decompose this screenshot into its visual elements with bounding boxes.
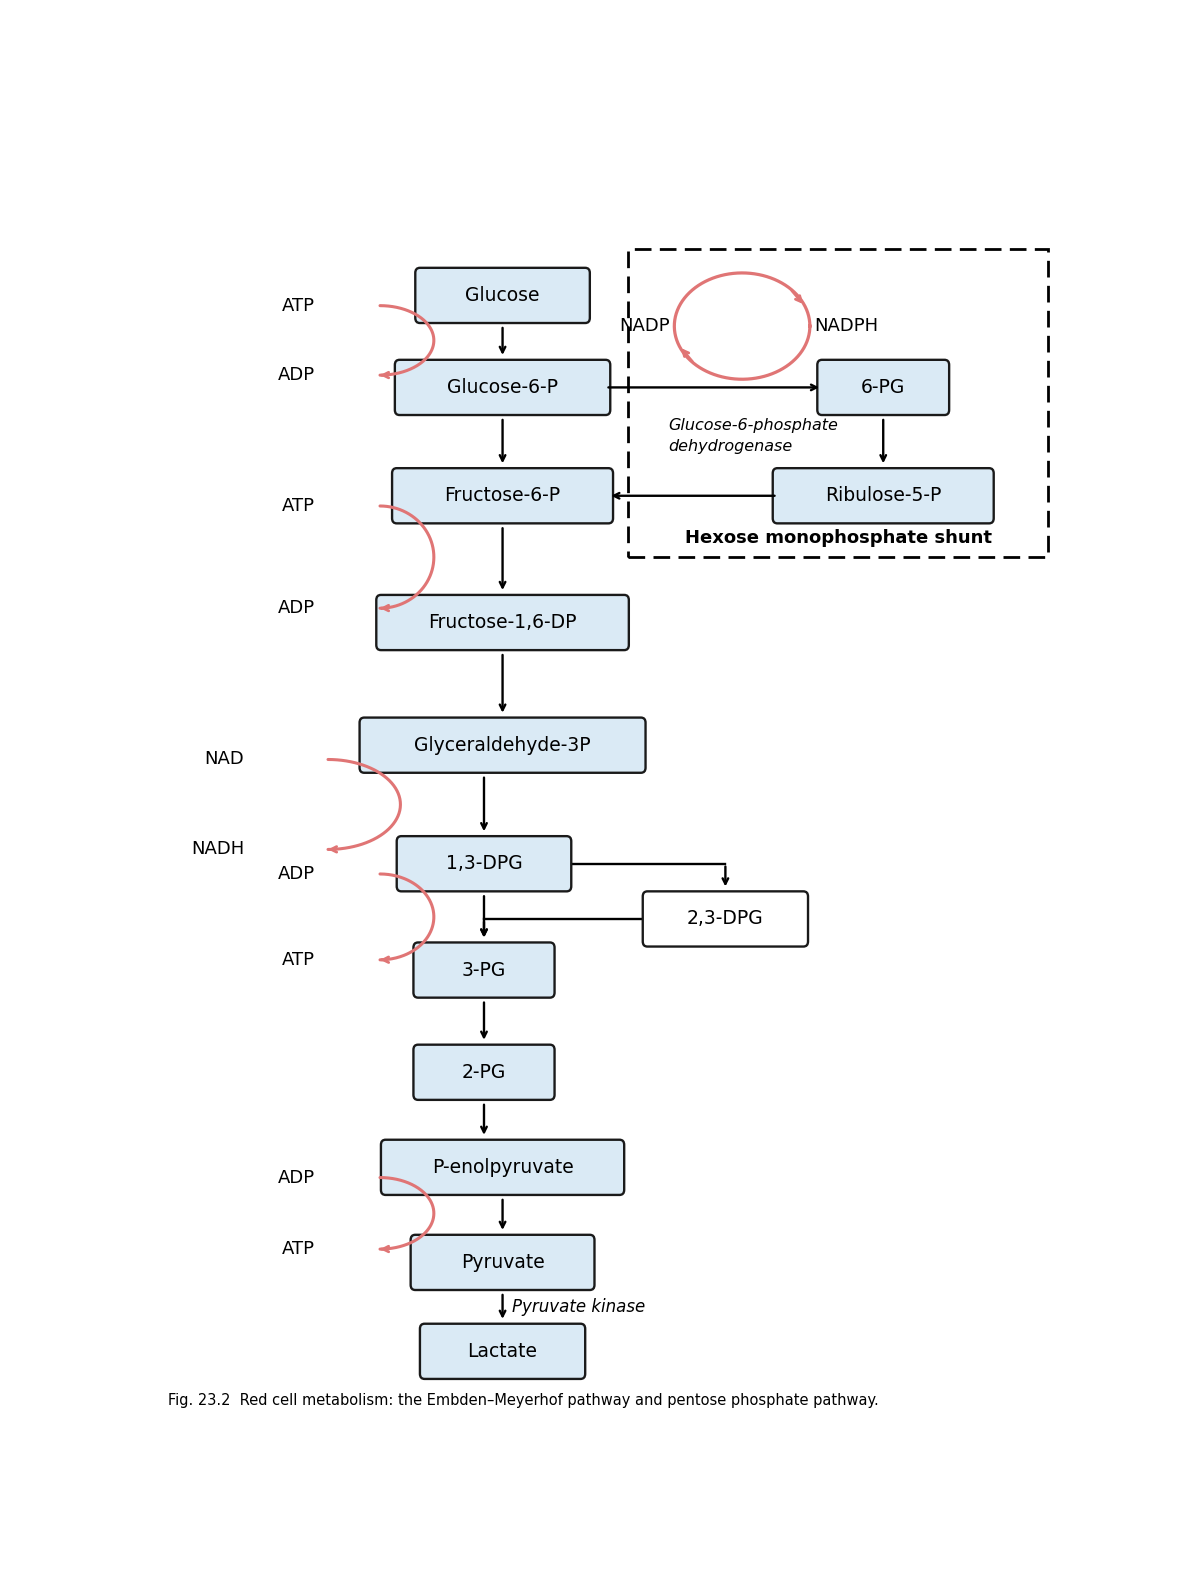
- FancyBboxPatch shape: [381, 1139, 624, 1195]
- FancyBboxPatch shape: [359, 717, 646, 773]
- Text: Hexose monophosphate shunt: Hexose monophosphate shunt: [685, 529, 992, 546]
- Text: Glucose: Glucose: [465, 285, 540, 304]
- FancyBboxPatch shape: [416, 268, 589, 323]
- Bar: [628, 250, 1048, 558]
- FancyBboxPatch shape: [643, 892, 807, 946]
- Text: ATP: ATP: [282, 1239, 315, 1258]
- Text: ADP: ADP: [278, 865, 315, 883]
- Text: Lactate: Lactate: [467, 1341, 538, 1360]
- Text: NADP: NADP: [619, 317, 670, 335]
- Text: 1,3-DPG: 1,3-DPG: [446, 854, 522, 873]
- Text: Fructose-6-P: Fructose-6-P: [444, 486, 561, 505]
- FancyBboxPatch shape: [376, 594, 629, 650]
- FancyBboxPatch shape: [397, 836, 571, 892]
- FancyBboxPatch shape: [395, 360, 610, 416]
- Text: 2-PG: 2-PG: [461, 1063, 507, 1082]
- Text: Glyceraldehyde-3P: Glyceraldehyde-3P: [415, 736, 591, 755]
- FancyBboxPatch shape: [413, 943, 555, 997]
- Text: Pyruvate: Pyruvate: [461, 1254, 544, 1271]
- FancyBboxPatch shape: [392, 468, 613, 524]
- Text: ATP: ATP: [282, 296, 315, 315]
- Text: ATP: ATP: [282, 497, 315, 515]
- Text: 2,3-DPG: 2,3-DPG: [686, 910, 764, 929]
- FancyBboxPatch shape: [420, 1324, 585, 1380]
- Text: Glucose-6-phosphate
dehydrogenase: Glucose-6-phosphate dehydrogenase: [667, 419, 837, 454]
- Text: ADP: ADP: [278, 599, 315, 616]
- Text: Ribulose-5-P: Ribulose-5-P: [825, 486, 942, 505]
- Text: Fig. 23.2  Red cell metabolism: the Embden–Meyerhof pathway and pentose phosphat: Fig. 23.2 Red cell metabolism: the Embde…: [168, 1392, 879, 1408]
- Text: NAD: NAD: [205, 750, 244, 768]
- Text: P-enolpyruvate: P-enolpyruvate: [431, 1158, 574, 1177]
- FancyBboxPatch shape: [817, 360, 949, 416]
- Text: 3-PG: 3-PG: [461, 961, 507, 980]
- Text: 6-PG: 6-PG: [861, 378, 906, 397]
- Text: ATP: ATP: [282, 951, 315, 969]
- FancyBboxPatch shape: [773, 468, 993, 524]
- Text: Pyruvate kinase: Pyruvate kinase: [512, 1298, 645, 1316]
- Text: Fructose-1,6-DP: Fructose-1,6-DP: [429, 613, 576, 632]
- Text: ADP: ADP: [278, 366, 315, 384]
- FancyBboxPatch shape: [411, 1235, 594, 1290]
- Text: Glucose-6-P: Glucose-6-P: [447, 378, 558, 397]
- Text: NADH: NADH: [192, 841, 244, 859]
- Text: ADP: ADP: [278, 1169, 315, 1187]
- Text: NADPH: NADPH: [815, 317, 878, 335]
- FancyBboxPatch shape: [413, 1045, 555, 1099]
